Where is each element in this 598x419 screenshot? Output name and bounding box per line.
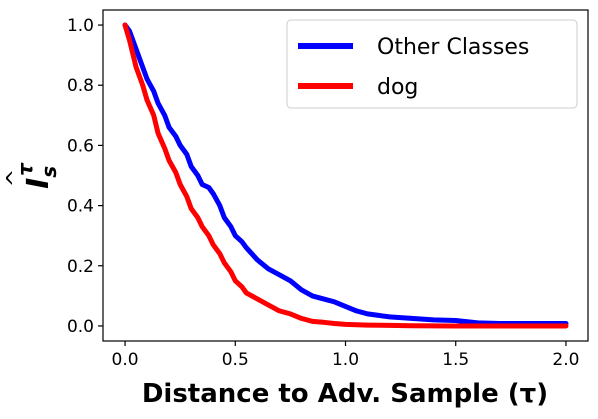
x-axis: 0.0 0.5 1.0 1.5 2.0 xyxy=(112,341,579,370)
legend: Other Classes dog xyxy=(286,19,578,109)
y-axis-label-main: I xyxy=(21,178,56,189)
x-tick-label: 2.0 xyxy=(552,350,579,370)
svg-text:Isτ: Isτ xyxy=(13,162,61,189)
y-tick-label: 0.4 xyxy=(67,197,94,217)
series-line-other-classes xyxy=(122,22,569,326)
x-axis-label: Distance to Adv. Sample (τ) xyxy=(142,379,548,409)
x-tick-label: 1.0 xyxy=(332,350,359,370)
y-axis: 0.0 0.2 0.4 0.6 0.8 1.0 xyxy=(67,16,103,337)
legend-box xyxy=(286,19,578,109)
legend-label-other-classes: Other Classes xyxy=(377,35,529,60)
y-axis-label-sup: τ xyxy=(13,162,37,176)
series-line-dog xyxy=(122,22,569,329)
y-tick-label: 0.6 xyxy=(67,136,94,156)
legend-label-dog: dog xyxy=(377,75,418,100)
y-tick-label: 0.2 xyxy=(67,257,94,277)
x-tick-label: 0.0 xyxy=(112,350,139,370)
y-axis-label-sub: s xyxy=(37,166,61,178)
y-tick-label: 0.8 xyxy=(67,76,94,96)
y-tick-label: 1.0 xyxy=(67,16,94,36)
x-tick-label: 0.5 xyxy=(222,350,249,370)
y-tick-label: 0.0 xyxy=(67,317,94,337)
x-tick-label: 1.5 xyxy=(442,350,469,370)
y-axis-label: Isτ ^ xyxy=(3,162,61,189)
y-axis-label-hat: ^ xyxy=(3,169,28,187)
series-layer xyxy=(122,22,569,329)
